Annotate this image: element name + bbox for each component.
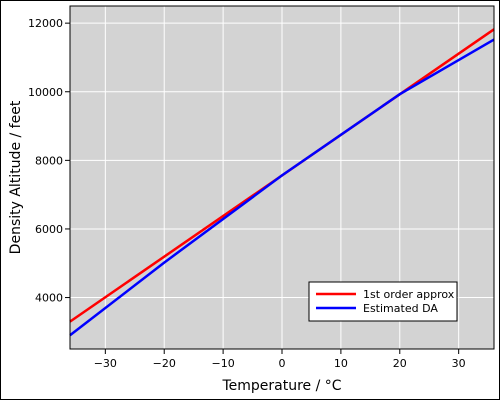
series-line — [69, 38, 495, 337]
x-tick-label: −20 — [153, 357, 176, 370]
legend-label: Estimated DA — [363, 302, 438, 315]
y-tick-label: 10000 — [28, 86, 63, 99]
series-layer — [69, 28, 495, 337]
x-tick-label: −30 — [94, 357, 117, 370]
grid — [70, 6, 494, 349]
ticks: −30 −20 −10 0 10 20 30 4000 6000 8000 10000 12000 — [28, 17, 466, 370]
x-tick-label: −10 — [212, 357, 235, 370]
x-tick-label: 20 — [393, 357, 407, 370]
y-tick-label: 4000 — [35, 292, 63, 305]
legend-label: 1st order approx — [363, 288, 455, 301]
x-tick-label: 10 — [334, 357, 348, 370]
y-tick-label: 6000 — [35, 223, 63, 236]
x-tick-label: 0 — [279, 357, 286, 370]
y-tick-label: 12000 — [28, 17, 63, 30]
x-axis-label: Temperature / °C — [221, 378, 341, 394]
y-axis-label: Density Altitude / feet — [8, 100, 24, 254]
y-tick-label: 8000 — [35, 154, 63, 167]
legend-box — [308, 281, 458, 322]
x-tick-label: 30 — [452, 357, 466, 370]
